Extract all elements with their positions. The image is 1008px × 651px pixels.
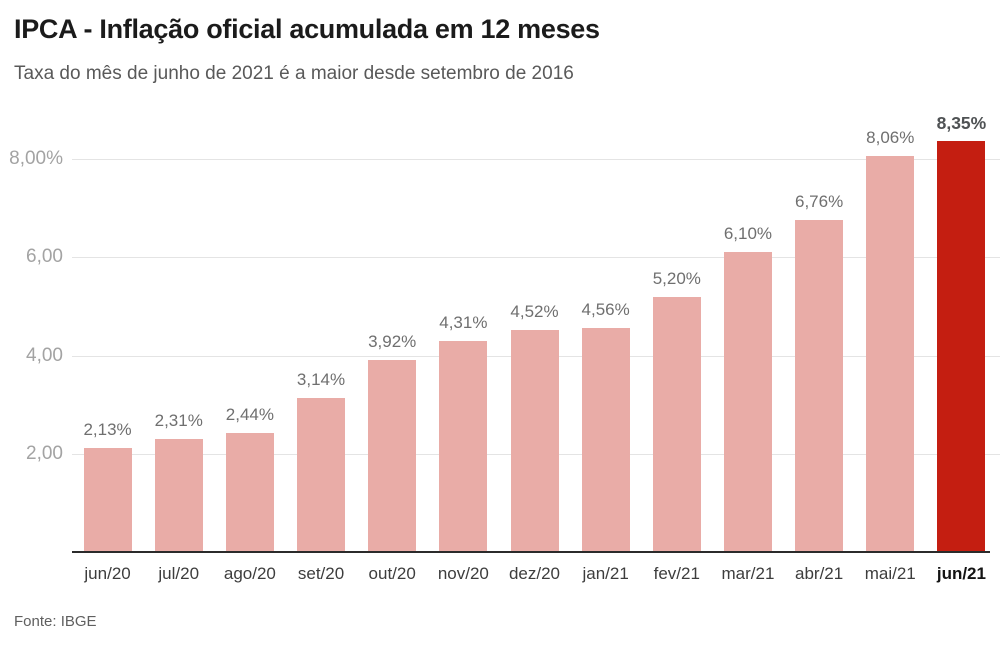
bar-value-label: 2,31% [154,411,203,431]
bar-jun/20 [83,447,132,553]
x-tick-label: mai/21 [864,564,916,583]
x-tick-label: jun/21 [936,564,986,583]
bar-out/20 [368,359,417,553]
bar-value-label: 2,44% [225,404,274,424]
bar-value-label: 8,06% [866,127,915,147]
y-tick-label: 4,00 [26,344,63,366]
bar-abr/21 [795,219,844,553]
y-tick-label: 8,00% [9,147,63,169]
bar-value-label: 3,92% [368,331,417,351]
bar-value-label: 6,10% [723,224,773,244]
bar-value-label: 4,56% [581,300,630,320]
x-tick-label: fev/21 [653,564,700,583]
x-axis-line [72,551,990,553]
bar-value-label: 2,13% [83,419,132,439]
bar-jul/20 [154,439,203,553]
x-tick-label: dez/20 [508,564,561,583]
x-tick-label: jul/20 [158,564,200,583]
y-tick-label: 2,00 [26,443,63,465]
x-tick-label: set/20 [297,564,345,583]
y-gridline [72,158,1000,160]
x-tick-label: jan/21 [582,564,629,583]
bar-mar/21 [723,252,772,553]
bar-value-label: 3,14% [296,370,346,390]
y-tick-label: 6,00 [26,246,63,268]
bar-value-label: 4,52% [510,302,559,322]
page-subtitle: Taxa do mês de junho de 2021 é a maior d… [14,63,574,84]
x-tick-label: out/20 [368,564,416,583]
bar-value-label: 5,20% [652,268,701,288]
bar-jan/21 [581,328,630,553]
bar-jun/21 [937,141,986,553]
x-tick-label: jun/20 [84,564,131,583]
bar-ago/20 [225,432,274,553]
bar-value-label: 4,31% [439,312,488,332]
bar-fev/21 [652,296,701,553]
bar-value-label: 6,76% [795,191,844,211]
x-tick-label: abr/21 [795,564,844,583]
y-gridline [72,257,1000,259]
bar-dez/20 [510,330,559,553]
source-note: Fonte: IBGE [14,613,97,630]
bar-value-label: 8,35% [936,113,987,134]
x-tick-label: mar/21 [721,564,775,583]
page-title: IPCA - Inflação oficial acumulada em 12 … [14,14,600,44]
bar-mai/21 [866,155,915,553]
bar-set/20 [297,398,346,553]
x-tick-label: ago/20 [223,564,276,583]
bar-nov/20 [439,340,488,553]
x-tick-label: nov/20 [437,564,489,583]
